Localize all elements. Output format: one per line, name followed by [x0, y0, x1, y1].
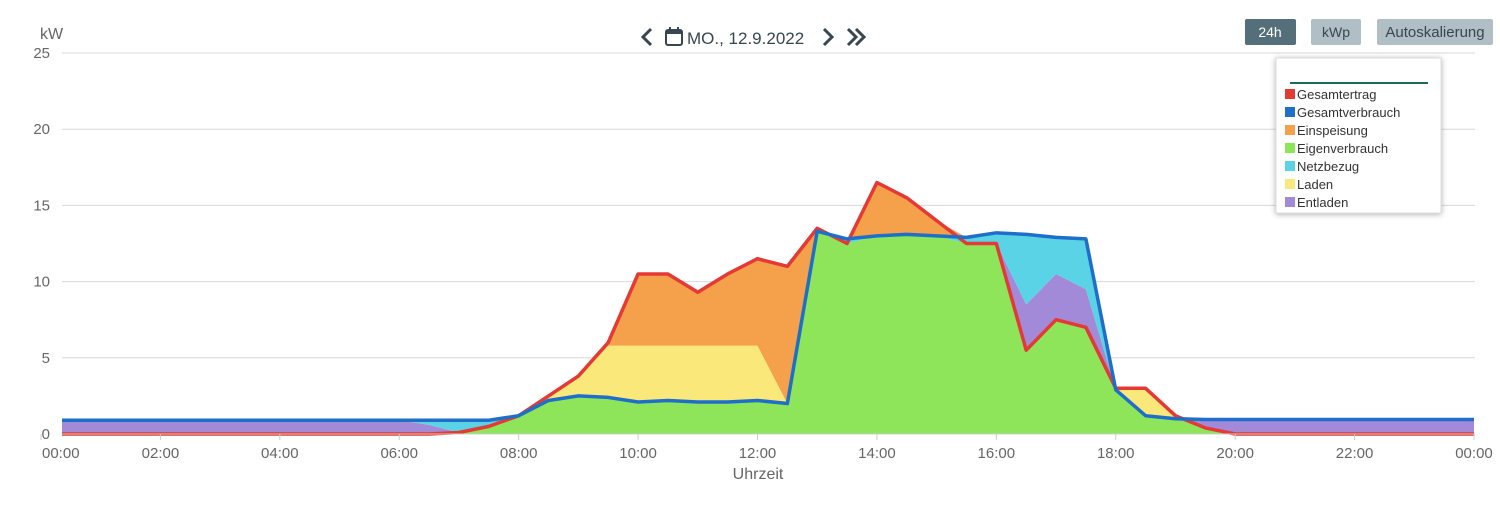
- x-tick-label: 18:00: [1097, 445, 1135, 462]
- last-day[interactable]: [846, 27, 867, 47]
- button[interactable]: 24h: [1245, 19, 1296, 45]
- button[interactable]: kWp: [1311, 19, 1361, 45]
- area: [62, 182, 1474, 421]
- legend-swatch: [1285, 161, 1295, 171]
- legend-swatch: [1285, 125, 1295, 135]
- line: [62, 229, 1474, 423]
- legend-label: Gesamtertrag: [1297, 87, 1376, 102]
- legend-swatch: [1285, 89, 1295, 99]
- x-tick-label: 00:00: [1455, 445, 1493, 462]
- area: [62, 231, 1474, 421]
- calendar-icon: [665, 27, 683, 46]
- legend-swatch: [1285, 197, 1295, 207]
- x-tick-label: 04:00: [261, 445, 299, 462]
- button[interactable]: Autoskalierung: [1377, 19, 1493, 45]
- legend-label: Eigenverbrauch: [1297, 141, 1388, 156]
- y-axis-title: kW: [40, 26, 64, 43]
- legend-label: Entladen: [1297, 195, 1348, 210]
- date-label: MO., 12.9.2022: [687, 29, 804, 48]
- x-tick-label: 14:00: [858, 445, 896, 462]
- y-tick-label: 25: [33, 45, 50, 62]
- legend-swatch: [1285, 143, 1295, 153]
- legend-label: Netzbezug: [1297, 159, 1359, 174]
- legend-swatch: [1285, 107, 1295, 117]
- legend-label: Laden: [1297, 177, 1333, 192]
- x-tick-label: 16:00: [978, 445, 1016, 462]
- x-tick-label: 22:00: [1336, 445, 1374, 462]
- button-label: Autoskalierung: [1385, 24, 1484, 41]
- y-tick-label: 15: [33, 197, 50, 214]
- y-tick-label: 5: [42, 350, 50, 367]
- button-label: kWp: [1322, 24, 1350, 40]
- x-tick-label: 06:00: [380, 445, 418, 462]
- legend-swatch: [1285, 179, 1295, 189]
- next-day[interactable]: [822, 27, 835, 47]
- legend-label: Gesamtverbrauch: [1297, 105, 1400, 120]
- x-tick-label: 00:00: [42, 445, 80, 462]
- x-tick-label: 10:00: [619, 445, 657, 462]
- x-tick-label: 20:00: [1216, 445, 1254, 462]
- x-tick-label: 12:00: [739, 445, 777, 462]
- y-tick-label: 0: [42, 426, 50, 443]
- x-tick-label: 08:00: [500, 445, 538, 462]
- x-tick-label: 02:00: [142, 445, 180, 462]
- button-label: 24h: [1258, 24, 1281, 40]
- y-tick-label: 20: [33, 121, 50, 138]
- x-axis-title: Uhrzeit: [733, 466, 784, 483]
- y-tick-label: 10: [33, 274, 50, 291]
- prev-day[interactable]: [640, 27, 653, 47]
- legend-label: Einspeisung: [1297, 123, 1368, 138]
